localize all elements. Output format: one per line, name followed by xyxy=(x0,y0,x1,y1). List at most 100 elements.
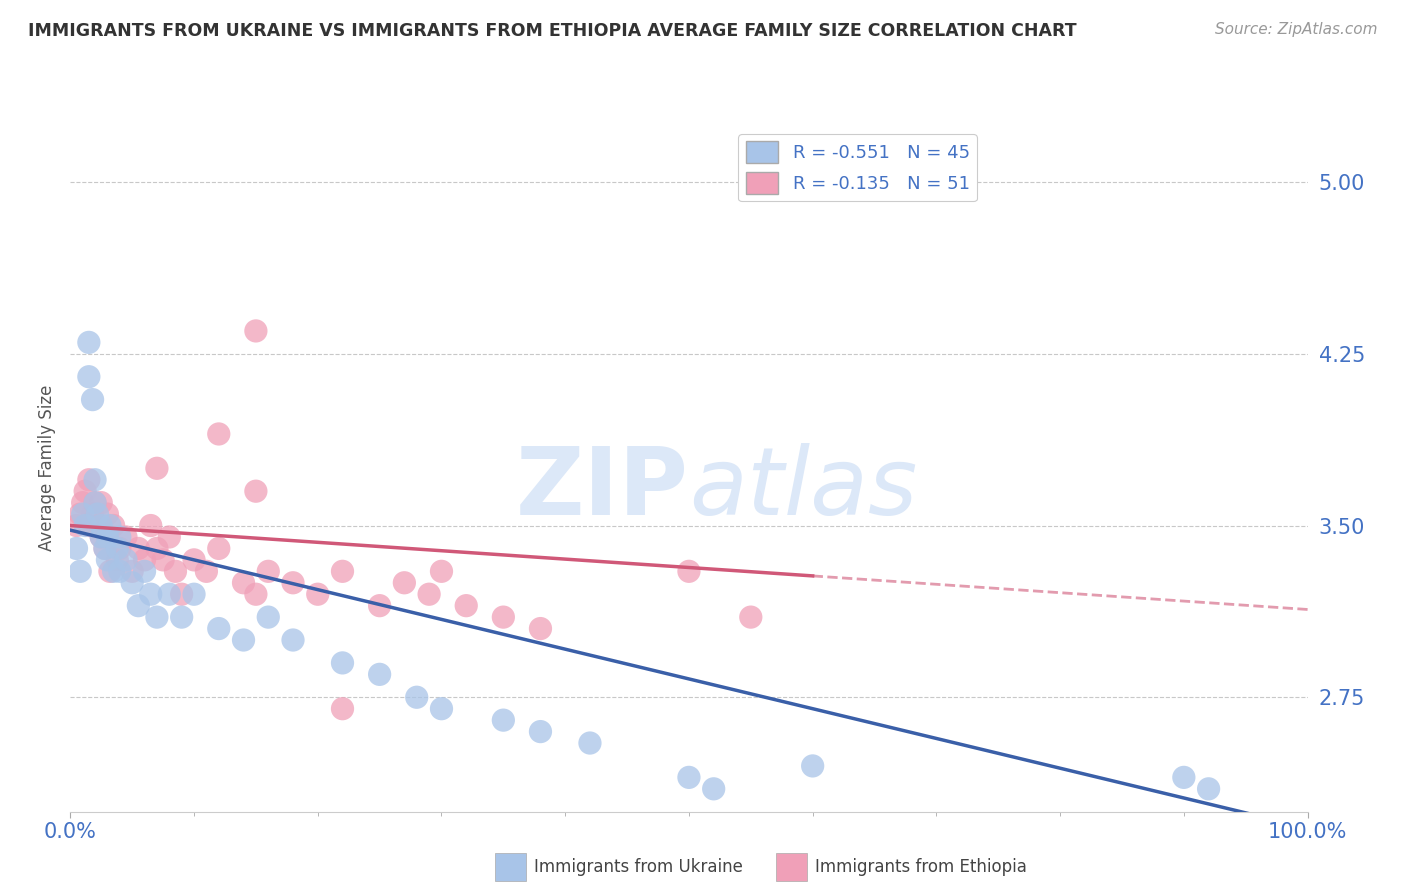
Point xyxy=(103,565,125,579)
Text: ZIP: ZIP xyxy=(516,443,689,535)
Point xyxy=(77,369,100,384)
Point xyxy=(245,587,267,601)
Point xyxy=(146,610,169,624)
Point xyxy=(801,759,824,773)
Point xyxy=(86,507,108,521)
Point xyxy=(82,392,104,407)
Point xyxy=(139,587,162,601)
Point xyxy=(105,541,128,556)
Point xyxy=(69,565,91,579)
Point xyxy=(157,530,180,544)
Point xyxy=(134,553,156,567)
Point xyxy=(678,771,700,785)
Point xyxy=(579,736,602,750)
Point xyxy=(245,484,267,499)
Point xyxy=(368,667,391,681)
Point xyxy=(75,518,97,533)
Point xyxy=(529,622,551,636)
Point xyxy=(405,690,427,705)
Point xyxy=(208,622,231,636)
Point xyxy=(195,565,218,579)
Point xyxy=(332,565,354,579)
Point xyxy=(127,541,149,556)
Point xyxy=(139,518,162,533)
Point xyxy=(307,587,329,601)
Point xyxy=(170,610,193,624)
Point xyxy=(115,530,138,544)
Point xyxy=(94,541,117,556)
Point xyxy=(232,633,254,648)
Point xyxy=(90,496,112,510)
Point xyxy=(152,553,174,567)
Point xyxy=(77,518,100,533)
Point xyxy=(368,599,391,613)
Point xyxy=(98,518,121,533)
Point xyxy=(96,553,118,567)
Point xyxy=(332,701,354,715)
Point xyxy=(430,565,453,579)
Point xyxy=(77,473,100,487)
Point xyxy=(418,587,440,601)
Point xyxy=(90,530,112,544)
Point xyxy=(77,335,100,350)
Point xyxy=(281,633,304,648)
Point xyxy=(108,541,131,556)
Text: IMMIGRANTS FROM UKRAINE VS IMMIGRANTS FROM ETHIOPIA AVERAGE FAMILY SIZE CORRELAT: IMMIGRANTS FROM UKRAINE VS IMMIGRANTS FR… xyxy=(28,22,1077,40)
Point xyxy=(157,587,180,601)
Point xyxy=(332,656,354,670)
Point xyxy=(96,530,118,544)
Point xyxy=(98,565,121,579)
Point xyxy=(90,530,112,544)
Text: Immigrants from Ukraine: Immigrants from Ukraine xyxy=(534,858,744,876)
Point xyxy=(208,427,231,442)
Point xyxy=(456,599,478,613)
Text: Immigrants from Ethiopia: Immigrants from Ethiopia xyxy=(815,858,1028,876)
Point xyxy=(90,518,112,533)
Point xyxy=(146,461,169,475)
Point xyxy=(82,507,104,521)
Point xyxy=(232,575,254,590)
Point xyxy=(69,507,91,521)
Point xyxy=(108,565,131,579)
Point xyxy=(134,565,156,579)
Point xyxy=(121,565,143,579)
Text: Source: ZipAtlas.com: Source: ZipAtlas.com xyxy=(1215,22,1378,37)
Point xyxy=(121,575,143,590)
Legend: R = -0.551   N = 45, R = -0.135   N = 51: R = -0.551 N = 45, R = -0.135 N = 51 xyxy=(738,134,977,202)
Point xyxy=(65,518,87,533)
Point xyxy=(170,587,193,601)
Point xyxy=(108,530,131,544)
Point xyxy=(703,781,725,796)
Point xyxy=(281,575,304,590)
Point xyxy=(1198,781,1220,796)
Point xyxy=(72,496,94,510)
Point xyxy=(257,610,280,624)
Point xyxy=(127,599,149,613)
Point xyxy=(183,587,205,601)
Point xyxy=(183,553,205,567)
Point xyxy=(165,565,187,579)
Point xyxy=(492,610,515,624)
Point xyxy=(84,496,107,510)
Point xyxy=(103,518,125,533)
Point xyxy=(84,473,107,487)
Point xyxy=(96,530,118,544)
Point xyxy=(96,507,118,521)
Point xyxy=(492,713,515,727)
Text: atlas: atlas xyxy=(689,443,917,534)
Point xyxy=(678,565,700,579)
Point xyxy=(75,484,97,499)
Point xyxy=(84,496,107,510)
Point xyxy=(72,507,94,521)
Point xyxy=(65,541,87,556)
Point xyxy=(430,701,453,715)
Point xyxy=(257,565,280,579)
Point xyxy=(740,610,762,624)
Y-axis label: Average Family Size: Average Family Size xyxy=(38,385,56,551)
Point xyxy=(208,541,231,556)
Point xyxy=(529,724,551,739)
Point xyxy=(86,518,108,533)
Point xyxy=(1173,771,1195,785)
Point xyxy=(94,541,117,556)
Point xyxy=(115,553,138,567)
